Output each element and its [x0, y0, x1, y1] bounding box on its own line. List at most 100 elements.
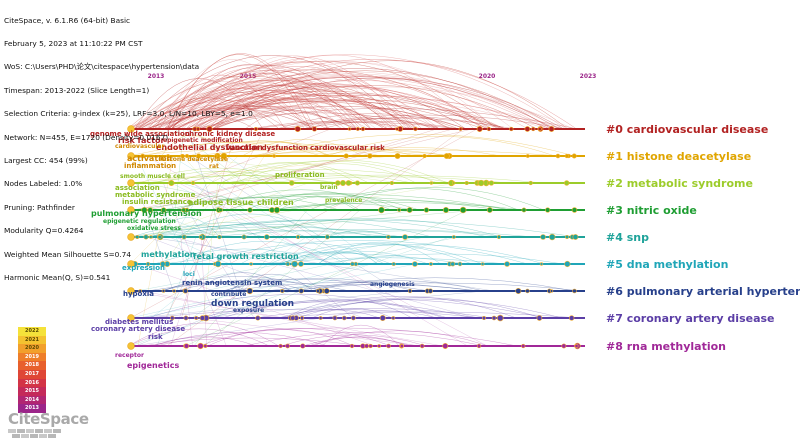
- node-label: smooth muscle cell: [120, 173, 185, 180]
- cluster-label: #5 dna methylation: [606, 258, 728, 271]
- publication-node: [198, 235, 203, 239]
- publication-node: [555, 153, 561, 159]
- cocitation-arc: [189, 140, 332, 157]
- publication-node: [572, 234, 579, 240]
- publication-node: [295, 234, 301, 240]
- citation-arc: [202, 88, 370, 129]
- cross-link: [179, 155, 402, 184]
- node-label: hypoxia: [123, 290, 154, 298]
- cross-link: [192, 209, 420, 238]
- cocitation-arc: [260, 148, 451, 157]
- citation-arc: [198, 77, 563, 129]
- cocitation-arc: [240, 243, 385, 265]
- info-line: Harmonic Mean(Q, S)=0.541: [4, 272, 111, 282]
- publication-node: [521, 207, 527, 213]
- cross-link: [174, 128, 281, 211]
- cocitation-arc: [151, 332, 328, 347]
- citation-arc: [148, 64, 363, 129]
- citation-arc: [195, 80, 527, 129]
- cross-link: [143, 182, 278, 211]
- cross-link: [173, 236, 477, 319]
- publication-node: [192, 126, 198, 132]
- info-line: Largest CC: 454 (99%): [4, 155, 88, 165]
- publication-node: [181, 207, 186, 213]
- cocitation-arc: [322, 325, 400, 347]
- citation-arc: [217, 99, 501, 129]
- publication-node: [323, 288, 330, 294]
- publication-node: [549, 289, 554, 293]
- cocitation-arc: [146, 230, 394, 238]
- publication-node: [264, 234, 270, 240]
- info-line: Weighted Mean Silhouette S=0.74: [4, 249, 132, 259]
- publication-node: [457, 261, 463, 267]
- cocitation-arc: [207, 298, 546, 319]
- publication-node: [203, 344, 208, 348]
- publication-node: [525, 154, 530, 158]
- node-label: methylation: [141, 250, 196, 259]
- citation-arc: [165, 76, 554, 129]
- cocitation-arc: [154, 327, 518, 347]
- publication-node: [180, 153, 185, 159]
- cocitation-arc: [229, 273, 314, 292]
- cocitation-arc: [309, 280, 485, 292]
- cocitation-arc: [141, 337, 363, 347]
- cocitation-arc: [317, 147, 502, 157]
- cluster-origin-node: [127, 260, 135, 268]
- legend-year-swatch: 2020: [18, 344, 46, 353]
- info-line: Network: N=455, E=1720 (Density=0.0167): [4, 132, 169, 142]
- cocitation-arc: [156, 170, 272, 184]
- cocitation-arc: [285, 282, 583, 292]
- publication-node: [159, 261, 166, 267]
- cocitation-arc: [139, 167, 299, 184]
- cocitation-arc: [210, 162, 369, 184]
- publication-node: [160, 207, 167, 213]
- publication-node: [183, 315, 189, 321]
- publication-node: [545, 207, 551, 213]
- publication-node: [486, 207, 493, 213]
- publication-node: [564, 180, 570, 186]
- cocitation-arc: [234, 159, 449, 184]
- publication-node: [389, 180, 394, 186]
- cross-link: [191, 236, 307, 319]
- node-label: pulmonary hypertension: [91, 209, 202, 218]
- citation-arc: [157, 104, 287, 129]
- cluster-label: #8 rna methylation: [606, 340, 726, 353]
- publication-node: [480, 262, 485, 266]
- publication-node: [191, 181, 196, 185]
- cross-link: [135, 290, 410, 319]
- publication-node: [170, 315, 175, 321]
- cross-link: [203, 182, 218, 319]
- cocitation-arc: [261, 257, 508, 265]
- citation-arc: [167, 78, 400, 129]
- node-label: renin angiotensin system: [182, 279, 282, 287]
- cocitation-arc: [128, 322, 279, 347]
- publication-node: [442, 343, 449, 349]
- cocitation-arc: [184, 195, 245, 211]
- publication-node: [147, 207, 153, 213]
- cocitation-arc: [176, 170, 280, 184]
- cocitation-arc: [309, 188, 519, 211]
- cross-link: [188, 155, 398, 292]
- publication-node: [531, 126, 536, 132]
- publication-node: [157, 234, 162, 240]
- publication-node: [407, 288, 413, 294]
- cocitation-arc: [243, 332, 485, 347]
- publication-node: [406, 207, 413, 213]
- citation-arc: [195, 77, 489, 129]
- publication-node: [199, 315, 206, 321]
- citation-arc: [142, 73, 560, 129]
- publication-node: [537, 126, 542, 132]
- cocitation-arc: [199, 327, 391, 347]
- cocitation-arc: [296, 277, 575, 292]
- legend-year-swatch: 2017: [18, 369, 46, 379]
- cluster-origin-node: [127, 206, 135, 214]
- cluster-origin-node: [127, 125, 135, 133]
- publication-node: [325, 234, 330, 240]
- citation-arc: [138, 71, 553, 129]
- publication-node: [343, 153, 349, 159]
- publication-node: [574, 344, 579, 348]
- cross-link: [128, 155, 393, 184]
- publication-node: [548, 126, 555, 132]
- cocitation-arc: [176, 116, 255, 130]
